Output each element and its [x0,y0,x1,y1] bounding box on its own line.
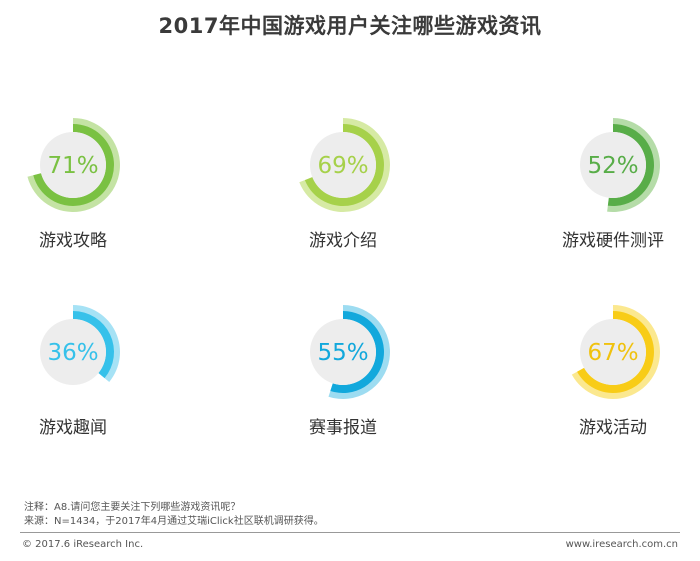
chart-title: 2017年中国游戏用户关注哪些游戏资讯 [158,14,542,38]
value-label: 69% [317,153,368,179]
category-label: 游戏活动 [579,418,647,438]
value-label: 67% [587,340,638,366]
value-label: 36% [47,340,98,366]
value-label: 52% [587,153,638,179]
donut-3: 52% [580,118,660,213]
donut-center [40,319,106,385]
note-text: 注释：A8.请问您主要关注下列哪些游戏资讯呢？ [24,502,241,513]
donut-arc-value [330,311,385,394]
source-text: 来源：N=1434，于2017年4月通过艾瑞iClick社区联机调研获得。 [24,516,324,527]
footer-divider [20,532,680,533]
category-label: 游戏攻略 [39,231,107,251]
donut-arc-value [607,124,654,206]
donut-center [310,132,376,198]
category-label: 赛事报道 [309,418,377,438]
donut-center [310,319,376,385]
donut-grid: 71% 69% 52% 36% 55% 67% [27,118,660,399]
website-link[interactable]: www.iresearch.com.cn [565,539,678,550]
donut-center [40,132,106,198]
donut-center [580,319,646,385]
donut-arc-light [607,118,660,213]
footnotes: 注释：A8.请问您主要关注下列哪些游戏资讯呢？ 来源：N=1434，于2017年… [24,501,324,529]
donut-2: 69% [299,118,391,212]
donut-5: 55% [310,305,391,399]
donut-center [580,132,646,198]
donut-6: 67% [571,305,660,399]
category-label: 游戏硬件测评 [562,231,664,251]
donut-1: 71% [27,118,121,212]
category-label: 游戏介绍 [309,231,377,251]
copyright-text: © 2017.6 iResearch Inc. [22,539,144,550]
value-label: 71% [47,153,98,179]
donut-arc-value [73,311,114,379]
donut-4: 36% [40,305,120,385]
category-label: 游戏趣闻 [39,418,107,438]
value-label: 55% [317,340,368,366]
